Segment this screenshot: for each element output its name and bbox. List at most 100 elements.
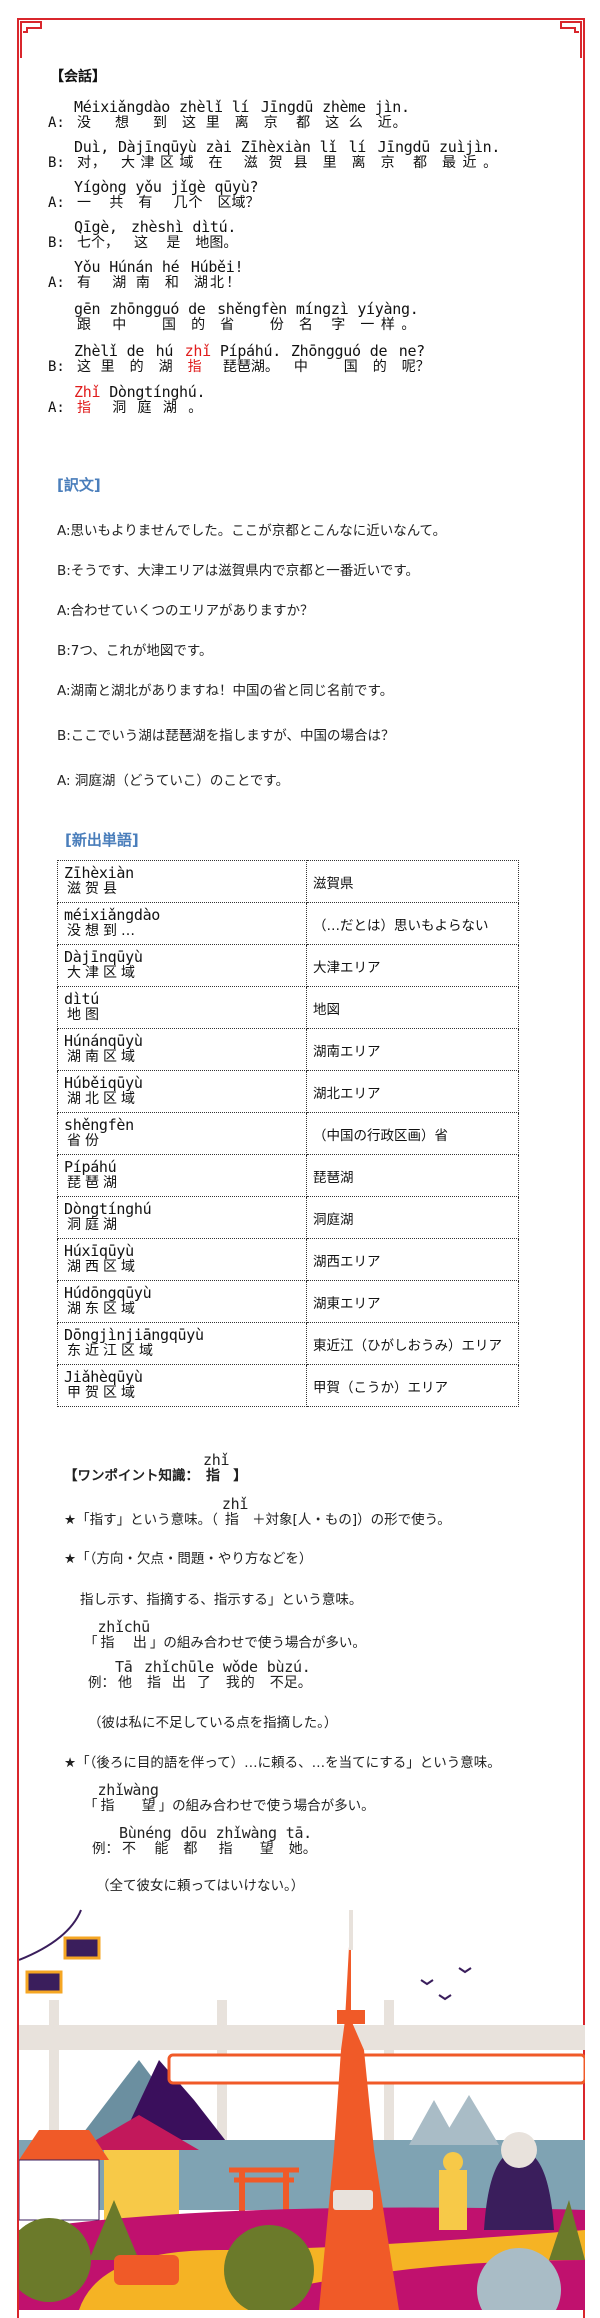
pinyin: Jiǎhèqūyù [64,1368,143,1386]
ruby-word: Zhèlǐ 这里 [74,344,118,376]
example-2-translation: （全て彼女に頼ってはいけない。） [96,1878,305,1894]
hanzi: 琵琶湖。 [222,359,279,375]
meaning-cell: 東近江（ひがしおうみ）エリア [306,1322,519,1365]
dialogue-line: B: Duì, 对， Dàjīnqūyù 大津区域 zài 在 Zīhèxiàn 滋贺县 lǐ 里 l… [48,138,509,172]
pinyin: yíyàng. [357,300,419,318]
example-2: 例： Bùnéng 不能 dōu 都 zhǐwàng 指望 tā. 她。 [92,1824,329,1858]
heading-text: 【会話】 [50,69,106,85]
page-frame [17,18,585,2318]
table-row: Dōngjìnjiāngqūyù 东近江区域 東近江（ひがしおうみ）エリア [57,1322,519,1365]
hanzi: 七个， [77,235,119,251]
ruby-word: shěngfèn 省份 [217,302,287,334]
text: 」の組み合わせで使う場合が多い。 [158,1798,375,1814]
hanzi: 没想到… [67,923,139,939]
hanzi: 近。 [377,115,407,131]
text: 」の組み合わせで使う場合が多い。 [149,1635,366,1651]
ruby-word: bùzú. 不足。 [267,1660,315,1692]
hanzi: 有 [138,195,153,211]
ruby-word: Duì, 对， [74,140,109,172]
hanzi: 指 [187,359,202,375]
hanzi: 对， [77,155,106,171]
word-cell: Zīhèxiàn 滋贺县 [57,860,307,903]
ruby-word: shěngfèn 省份 [64,1116,134,1150]
word-cell: Húnánqūyù 湖南区域 [57,1028,307,1071]
pinyin: ne? [398,342,426,360]
hanzi: 和 [164,275,179,291]
pinyin: zhǐwàng [97,1781,159,1799]
onepoint-heading: 【ワンポイント知識： zhǐ 指 】 [64,1453,247,1485]
hanzi: 湖西区域 [67,1259,139,1275]
pinyin: Pípáhú. [219,342,281,360]
pinyin: Dòngtínghú. [109,383,206,401]
hanzi: 中国 [293,359,358,375]
pinyin: Dàjīnqūyù [64,948,143,966]
speaker-label: B: [48,155,65,171]
meaning-cell: 琵琶湖 [306,1154,519,1197]
ruby-word: zhème 这么 [322,100,366,132]
pinyin: Bùnéng [119,1824,172,1842]
pinyin: Jīngdū [377,138,431,156]
pinyin: lí [231,98,250,116]
translation-line: A:湖南と湖北がありますね！中国の省と同じ名前です。 [57,683,394,699]
pinyin: shěngfèn [64,1116,134,1134]
corner-ornament-icon [560,21,582,58]
hanzi: 她。 [288,1841,317,1857]
ruby-word: de 的 [370,344,390,376]
hanzi: 琵琶湖 [67,1175,121,1191]
pinyin: Húxīqūyù [64,1242,134,1260]
dialogue-line: A: Yígòng 一共 yǒu 有 jǐgè 几个 qūyù? 区域？ [48,178,272,212]
hanzi: 没想到 [77,115,168,131]
pinyin: Méixiǎngdào [74,98,171,116]
table-row: Pípáhú 琵琶湖 琵琶湖 [57,1154,519,1197]
translation-line: A:思いもよりませんでした。ここが京都とこんなに近いなんて。 [57,523,447,539]
ruby-word: zhèlǐ 这里 [179,100,223,132]
hanzi: 离 [351,155,366,171]
text: ★「指す」という意味。（ [64,1512,218,1528]
pinyin: zhǐchū [97,1618,151,1636]
hanzi: 指 [206,1468,220,1484]
word-cell: méixiǎngdào 没想到… [57,902,307,945]
ruby-word: Húběi! 湖北！ [191,260,244,292]
ruby-word: Méixiǎngdào 没想到 [74,98,171,132]
pinyin: lǐ [319,138,338,156]
ruby-word: míngzì 名字 [296,302,349,334]
word-cell: Dōngjìnjiāngqūyù 东近江区域 [57,1322,307,1365]
dialogue-line: B: Zhèlǐ 这里 de 的 hú 湖 zhǐ 指 Pípáhú. 琵琶湖。 Zhōngguó 中国… [48,342,442,376]
word-cell: dìtú 地图 [57,986,307,1029]
onepoint-meaning-1: ★「指す」という意味。（ zhǐ 指 ＋対象[人・もの]）の形で使う。 [64,1497,451,1529]
example-1: 例： Tā 他 zhǐchūle 指出了 wǒde 我的 bùzú. 不足。 [88,1660,324,1692]
hanzi: 这里 [77,359,115,375]
ruby-word: Zīhèxiàn 滋贺县 [64,866,134,898]
example-label: 例： [88,1675,115,1691]
ruby-word: zhǐwàng 指望 [215,1824,277,1858]
text: 「 [84,1635,98,1651]
hanzi: 湖 [158,359,173,375]
conversation-heading: 【会話】 [50,66,106,86]
pinyin: jǐgè [170,178,206,196]
ruby-word: Qīgè, 七个， [74,220,122,252]
ruby-word: zhèshì 这是 [131,218,184,252]
pinyin: zhèshì [131,218,184,236]
table-row: Dòngtínghú 洞庭湖 洞庭湖 [57,1196,519,1239]
pinyin: Dòngtínghú [64,1200,152,1218]
combo-zhiwang: 「 zhǐwàng 指 望 」の組み合わせで使う場合が多い。 [84,1781,375,1815]
hanzi: 洞庭湖 [67,1217,121,1233]
ruby-word: jìn. 近。 [375,100,410,132]
translation-line: B:そうです、大津エリアは滋賀県内で京都と一番近いです。 [57,563,419,579]
ruby-word: gēn 跟 [74,302,101,334]
pinyin: Zhōngguó [290,342,361,360]
pinyin: lí [348,138,367,156]
pinyin: Húnánqūyù [64,1032,143,1050]
hanzi: 洞庭湖。 [112,400,203,416]
onepoint-meaning-3: ★「（後ろに目的語を伴って）…に頼る、…を当てにする」という意味。 [64,1755,501,1771]
ruby-word: Dàjīnqūyù 大津区域 [64,948,143,982]
meaning-cell: 湖西エリア [306,1238,519,1281]
hanzi: 离 [234,115,249,131]
translation-line: B:ここでいう湖は琵琶湖を指しますが、中国の場合は？ [57,728,395,744]
hanzi: 不足。 [269,1675,312,1691]
ruby-word: Zhōngguó 中国 [290,342,361,376]
table-row: Dàjīnqūyù 大津区域 大津エリア [57,944,519,987]
ruby-word: zhǐchūle 指出了 [144,1660,214,1692]
table-row: Húnánqūyù 湖南区域 湖南エリア [57,1028,519,1071]
pinyin: zhǐwàng [215,1824,277,1842]
